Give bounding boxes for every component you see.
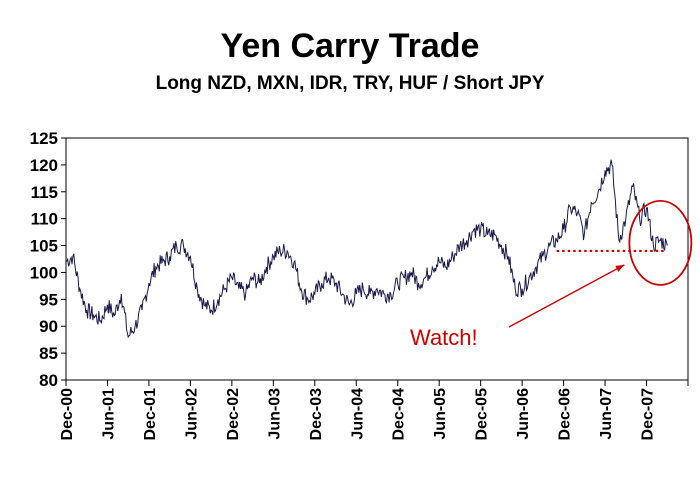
y-tick-label: 105 <box>30 237 58 256</box>
x-tick-label: Dec-06 <box>557 388 574 441</box>
watch-arrow-head <box>615 264 625 272</box>
x-tick-label: Jun-07 <box>598 388 615 440</box>
y-tick-label: 95 <box>39 290 58 309</box>
plot-frame <box>65 137 689 381</box>
x-tick-label: Jun-04 <box>349 388 366 440</box>
chart-title: Yen Carry Trade <box>221 27 480 65</box>
x-tick-label: Jun-02 <box>183 388 200 440</box>
x-tick-label: Dec-05 <box>474 388 491 441</box>
x-tick-label: Dec-07 <box>640 388 657 441</box>
y-tick-label: 100 <box>30 263 58 282</box>
x-tick-label: Dec-04 <box>391 388 408 441</box>
x-tick-label: Dec-00 <box>59 388 76 441</box>
chart-subtitle: Long NZD, MXN, IDR, TRY, HUF / Short JPY <box>156 73 545 94</box>
y-tick-label: 80 <box>39 371 58 390</box>
y-tick-label: 90 <box>39 317 58 336</box>
y-tick-label: 120 <box>30 156 58 175</box>
series-line <box>65 159 668 339</box>
y-axis: 80 85 90 95 100 105 110 115 120 125 <box>30 129 66 390</box>
x-tick-label: Jun-06 <box>515 388 532 440</box>
x-tick-label: Dec-02 <box>225 388 242 441</box>
watch-annotation-label: Watch! <box>410 325 478 350</box>
y-tick-label: 125 <box>30 129 58 148</box>
watch-circle <box>628 199 693 286</box>
annotations: Watch! <box>410 199 693 350</box>
x-tick-label: Jun-03 <box>266 388 283 440</box>
x-axis: Dec-00 Jun-01 Dec-01 Jun-02 Dec-02 Jun-03 Dec-… <box>59 380 689 441</box>
y-tick-label: 110 <box>31 210 58 229</box>
y-tick-label: 115 <box>31 183 58 202</box>
y-tick-label: 85 <box>39 344 58 363</box>
plot-area <box>65 137 689 381</box>
watch-arrow-line <box>508 264 625 328</box>
x-tick-label: Dec-03 <box>308 388 325 441</box>
x-tick-label: Jun-01 <box>100 388 117 440</box>
x-tick-label: Dec-01 <box>142 388 159 441</box>
x-tick-label: Jun-05 <box>432 388 449 440</box>
